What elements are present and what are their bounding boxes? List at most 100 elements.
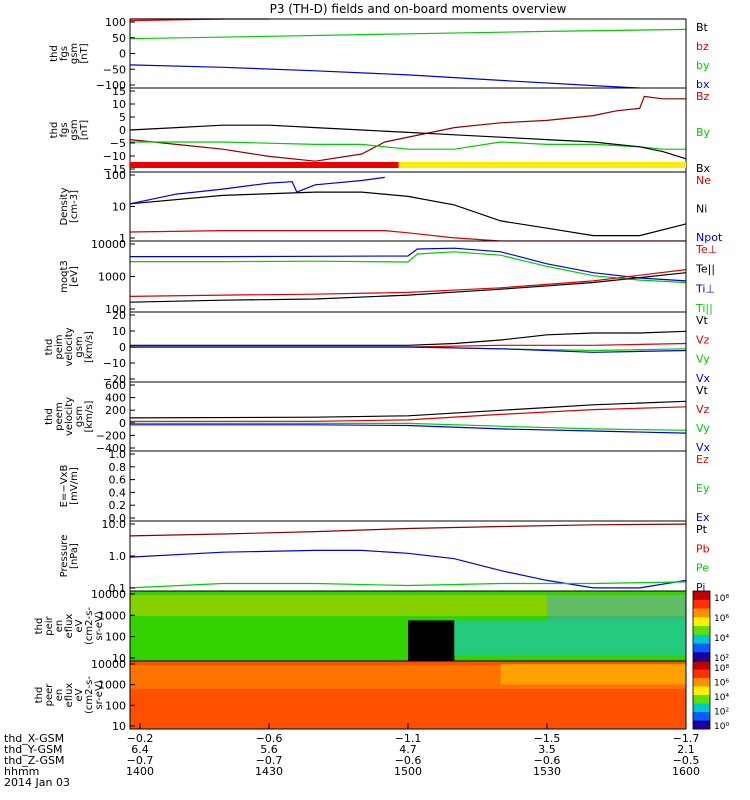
y-axis-label: eflux (64, 614, 75, 639)
legend-entry: Te|| (695, 263, 715, 276)
y-axis-label: velocity (64, 327, 75, 366)
series-Vz (130, 406, 687, 422)
y-axis-label: [eV] (69, 266, 80, 287)
series-Te (129, 272, 687, 303)
y-tick-label: 1000 (98, 271, 126, 284)
series-bx (129, 64, 640, 89)
y-axis-label: peer (44, 683, 55, 707)
y-tick-label: 15 (112, 85, 126, 98)
colorbar: 10⁸ 10⁶ 10⁴ 10² 10⁰ (692, 660, 729, 732)
legend-entry: by (696, 59, 710, 72)
x-tick-label: 3.5 (538, 743, 556, 756)
y-tick-label: 600 (105, 379, 126, 392)
colorbar-segment (693, 608, 710, 618)
y-tick-label: 20 (112, 309, 126, 322)
y-axis-label: sr-eV) (94, 611, 105, 640)
y-tick-label: −400 (96, 442, 126, 455)
x-tick-label: −0.7 (256, 754, 283, 767)
series-by (129, 28, 687, 40)
x-tick-label: 1600 (672, 765, 700, 778)
y-tick-label: 10000 (91, 658, 126, 671)
colorbar-tick-label: 10⁰ (714, 722, 729, 732)
legend-entry: Pi (696, 581, 705, 594)
y-axis-label: [nT] (79, 43, 90, 63)
y-tick-label: 100 (105, 169, 126, 182)
y-tick-label: 10000 (91, 588, 126, 601)
legend-entry: Vx (696, 441, 711, 454)
x-tick-label: 4.7 (399, 743, 417, 756)
plot-area (130, 382, 686, 451)
legend-entry: Vt (696, 384, 709, 397)
legend-entry: By (696, 126, 711, 139)
y-tick-label: −10 (103, 150, 126, 163)
legend-entry: Ez (696, 453, 709, 466)
colorbar-segment (693, 617, 710, 627)
colorbar-segment (693, 643, 710, 653)
y-axis-label: [nT] (79, 120, 90, 140)
series-Ni (129, 191, 687, 237)
y-tick-label: −200 (96, 429, 126, 442)
colorbar-tick-label: 10⁴ (714, 693, 729, 703)
legend-entry: Ey (696, 482, 710, 495)
y-tick-label: −15 (103, 163, 126, 176)
panel-3: 100 10 1 Density [cm-3] Ne Ni Npot (59, 169, 723, 245)
plot-area (130, 88, 686, 172)
spectrogram-band (547, 595, 686, 622)
y-tick-label: 0 (119, 417, 126, 430)
y-axis-label: fgs (59, 122, 70, 137)
x-tick-label: 1430 (255, 765, 283, 778)
series-Ti (130, 251, 687, 284)
legend-entry: Ne (696, 174, 711, 187)
panel-9: 10⁸ 10⁶ 10⁴ 10² 10000 1000 100 10 thd peir en eflux… (34, 588, 729, 665)
x-tick-label: −1.5 (534, 732, 561, 745)
legend-entry: Bx (696, 162, 711, 175)
legend-entry: Npot (696, 231, 723, 244)
y-tick-label: 100 (105, 699, 126, 712)
y-tick-label: 0 (119, 124, 126, 137)
y-axis-label: thd (49, 122, 60, 139)
spectrogram-band (408, 620, 455, 661)
colorbar-segment (693, 695, 710, 704)
y-tick-label: −5 (110, 137, 126, 150)
legend-entry: Bz (696, 90, 710, 103)
series-Vx (130, 346, 687, 353)
colorbar-tick-label: 10² (714, 708, 729, 718)
y-axis-label: gsm (74, 336, 85, 357)
y-tick-label: 0 (119, 48, 126, 61)
y-tick-label: 1000 (98, 679, 126, 692)
x-tick-label: −0.6 (534, 754, 561, 767)
y-tick-label: −50 (103, 63, 126, 76)
y-tick-label: 0.8 (109, 461, 127, 474)
colorbar-segment (693, 626, 710, 636)
legend-entry: Pb (696, 542, 710, 555)
y-axis-label: en (54, 620, 65, 633)
y-tick-label: 10000 (91, 238, 126, 251)
panel-1: 100 50 0 −50 −100 thd fgs gsm [nT] Bt bz by bx (49, 16, 710, 92)
x-tick-label: 5.6 (260, 743, 278, 756)
legend-entry: Te⊥ (695, 243, 717, 256)
legend-entry: Ni (696, 203, 707, 216)
plot-area (130, 451, 686, 521)
colorbar-tick-label: 10⁶ (714, 679, 729, 689)
x-tick-label: −0.6 (395, 754, 422, 767)
colorbar: 10⁸ 10⁶ 10⁴ 10² (692, 590, 729, 664)
series-Te (129, 269, 687, 297)
colorbar-tick-label: 10⁸ (714, 664, 729, 674)
mode-bar-yellow (398, 162, 686, 168)
y-tick-label: −100 (96, 79, 126, 92)
x-row-label: thd_X-GSM (4, 732, 64, 745)
x-tick-label: 1400 (126, 765, 154, 778)
colorbar-segment (693, 599, 710, 609)
y-tick-label: 10 (112, 652, 126, 665)
plot-area (130, 19, 686, 88)
y-tick-label: 1.0 (109, 448, 127, 461)
y-tick-label: 10 (112, 98, 126, 111)
panel-10: 10⁸ 10⁶ 10⁴ 10² 10⁰ 10000 1000 100 10 thd peer en ef… (34, 658, 729, 733)
y-tick-label: 0.1 (109, 582, 127, 595)
y-tick-label: 5 (119, 111, 126, 124)
series-Pb (129, 523, 687, 537)
x-row-label: thd_Y-GSM (4, 743, 63, 756)
spectrogram-band (130, 595, 686, 616)
